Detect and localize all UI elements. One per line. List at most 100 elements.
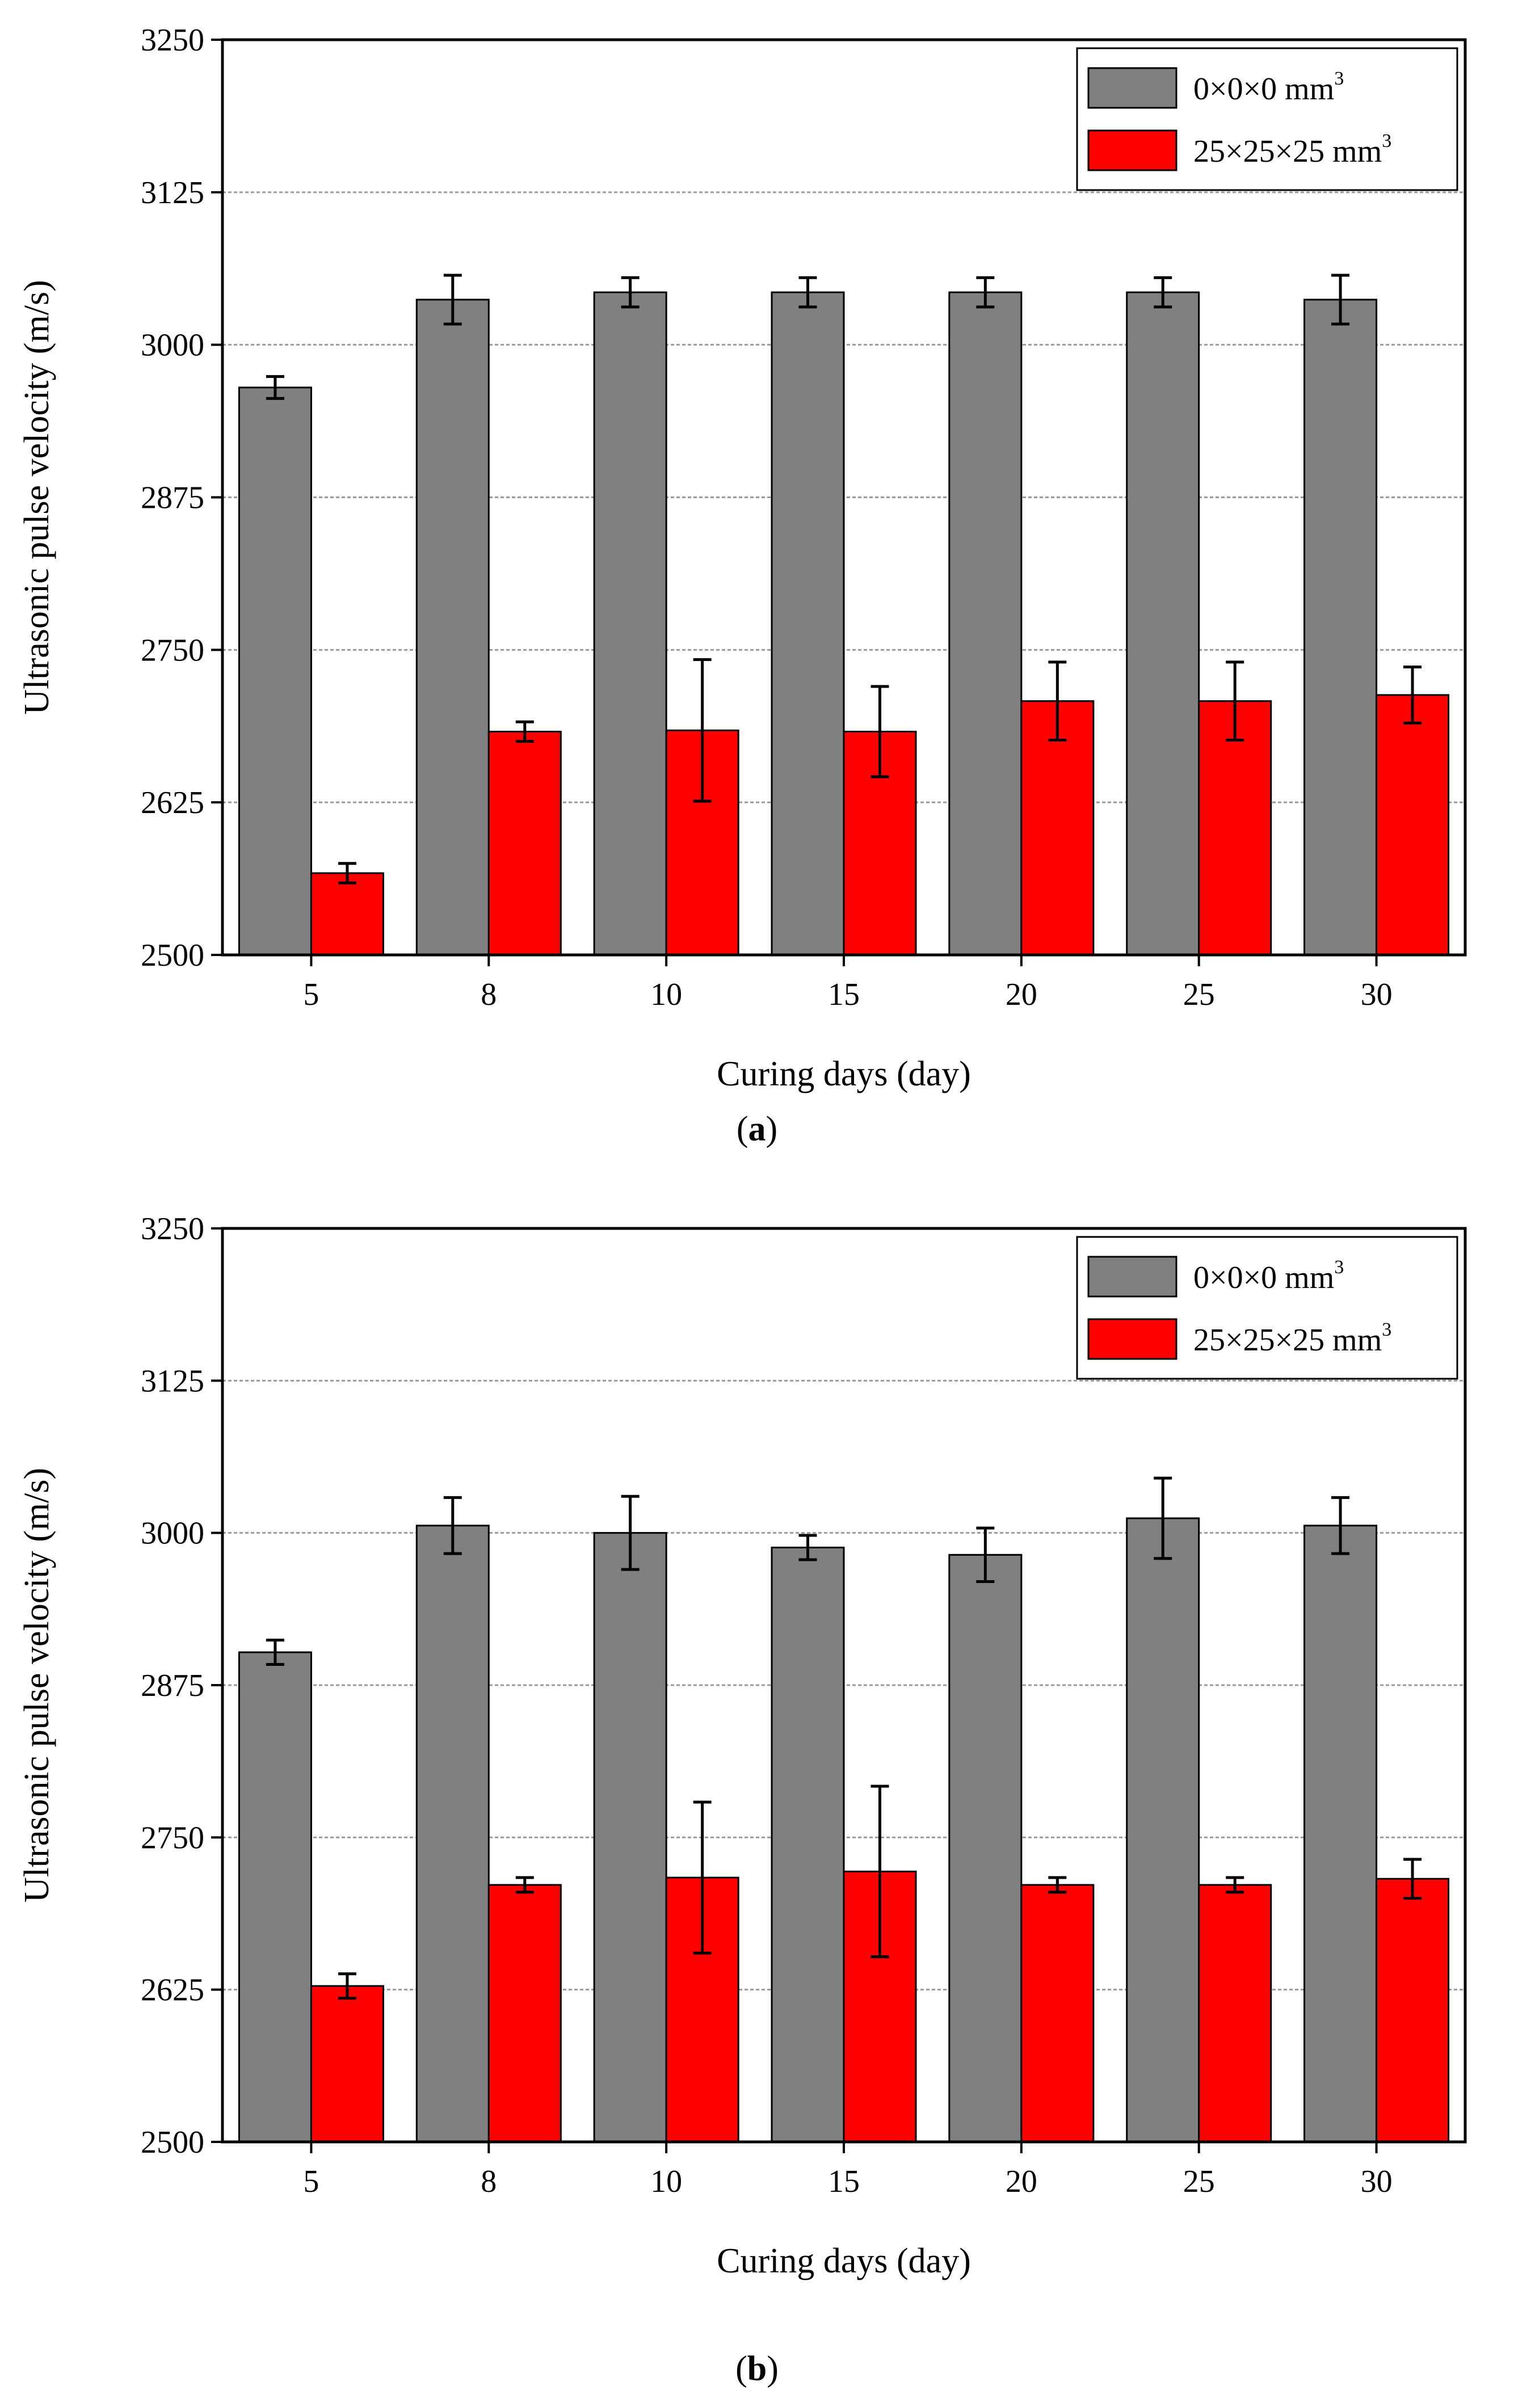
error-bar (693, 1800, 712, 1955)
error-bar (1154, 1476, 1172, 1560)
error-bar (1226, 1876, 1244, 1894)
x-tick-label: 20 (1006, 2164, 1037, 2199)
y-tick-label: 2875 (141, 481, 204, 516)
error-bar (621, 1495, 640, 1571)
error-bar (266, 1639, 284, 1666)
legend-swatch (1087, 1256, 1177, 1298)
x-tick-label: 25 (1183, 977, 1215, 1012)
legend-superscript: 3 (1382, 130, 1391, 151)
y-tick-label: 2750 (141, 1820, 204, 1855)
error-bar (976, 1526, 995, 1584)
error-bar (1331, 1496, 1350, 1555)
legend-swatch (1087, 67, 1177, 109)
bar-series1 (415, 1525, 490, 2143)
legend-item: 25×25×25 mm3 (1087, 1318, 1391, 1360)
bar-series1 (1126, 291, 1200, 956)
y-tick-label: 3125 (141, 1363, 204, 1399)
x-tick-label: 8 (481, 977, 497, 1012)
legend-swatch (1087, 129, 1177, 171)
x-tick-label: 10 (650, 977, 682, 1012)
x-tick-label: 5 (303, 977, 319, 1012)
error-bar (1048, 660, 1067, 742)
legend-label: 0×0×0 mm3 (1193, 68, 1344, 107)
bar-series2 (1020, 1884, 1095, 2143)
legend-superscript: 3 (1382, 1319, 1391, 1340)
error-bar (1048, 1876, 1067, 1894)
legend-item: 0×0×0 mm3 (1087, 1256, 1344, 1298)
error-bar (443, 1496, 462, 1555)
error-bar (1331, 273, 1350, 326)
error-bar (1403, 1858, 1422, 1900)
error-bar (798, 276, 817, 309)
bar-series1 (238, 386, 312, 956)
y-tick-label: 2875 (141, 1668, 204, 1703)
legend-item: 0×0×0 mm3 (1087, 67, 1344, 109)
bar-series2 (310, 1985, 384, 2143)
y-tick-label: 2500 (141, 2125, 204, 2160)
bar-series1 (1126, 1517, 1200, 2143)
bar-series1 (415, 298, 490, 956)
bar-series1 (771, 291, 845, 956)
x-axis-label: Curing days (day) (717, 1055, 971, 1093)
legend-superscript: 3 (1334, 1257, 1344, 1278)
error-bar (1403, 665, 1422, 725)
error-bar (515, 1876, 534, 1894)
error-bar (621, 276, 640, 309)
panel-caption: (a) (737, 1110, 777, 1148)
error-bar (515, 720, 534, 743)
bar-series1 (1303, 298, 1378, 956)
x-tick-label: 30 (1361, 977, 1393, 1012)
y-tick-label: 2625 (141, 1973, 204, 2008)
error-bar (338, 1972, 356, 2000)
legend-label: 25×25×25 mm3 (1193, 130, 1391, 169)
y-tick-label: 3125 (141, 175, 204, 211)
y-tick-label: 3250 (141, 1211, 204, 1247)
y-tick-label: 2625 (141, 785, 204, 820)
y-tick-label: 2500 (141, 938, 204, 973)
y-tick-label: 3000 (141, 1516, 204, 1551)
bar-series1 (593, 1532, 667, 2143)
error-bar (693, 658, 712, 803)
x-tick-label: 25 (1183, 2164, 1215, 2199)
bar-series2 (487, 730, 562, 956)
error-bar (976, 276, 995, 309)
bar-series2 (1376, 694, 1450, 956)
bar-series1 (238, 1651, 312, 2143)
bar-series1 (1303, 1525, 1378, 2143)
bar-series1 (771, 1546, 845, 2143)
x-tick-label: 30 (1361, 2164, 1393, 2199)
bar-series2 (1198, 1884, 1272, 2143)
legend-item: 25×25×25 mm3 (1087, 129, 1391, 171)
error-bar (798, 1534, 817, 1561)
bar-series1 (593, 291, 667, 956)
panel-letter: b (747, 2350, 767, 2388)
x-axis-label: Curing days (day) (717, 2242, 971, 2280)
error-bar (870, 1784, 889, 1959)
legend-superscript: 3 (1334, 68, 1344, 89)
legend-label: 25×25×25 mm3 (1193, 1319, 1391, 1358)
x-tick-label: 15 (828, 2164, 860, 2199)
bar-series1 (948, 291, 1023, 956)
legend: 0×0×0 mm3 25×25×25 mm3 (1076, 47, 1458, 191)
error-bar (338, 862, 356, 885)
error-bar (443, 273, 462, 326)
x-tick-label: 10 (650, 2164, 682, 2199)
x-tick-label: 5 (303, 2164, 319, 2199)
error-bar (1154, 276, 1172, 309)
error-bar (266, 375, 284, 400)
bar-series2 (1198, 700, 1272, 956)
bar-series2 (310, 872, 384, 956)
panel-letter: a (748, 1110, 766, 1148)
x-tick-label: 20 (1006, 977, 1037, 1012)
error-bar (870, 685, 889, 778)
y-tick-label: 3250 (141, 23, 204, 58)
bar-series2 (487, 1884, 562, 2143)
panel-caption: (b) (735, 2350, 779, 2388)
x-tick-label: 15 (828, 977, 860, 1012)
x-tick-label: 8 (481, 2164, 497, 2199)
bar-series1 (948, 1554, 1023, 2143)
y-tick-label: 2750 (141, 633, 204, 668)
